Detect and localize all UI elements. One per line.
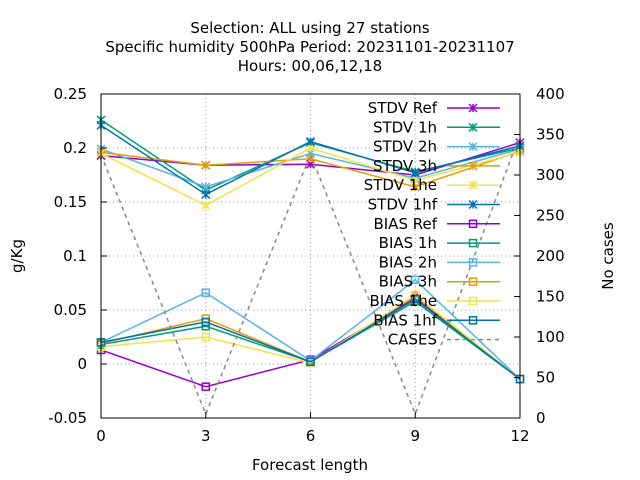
data-point xyxy=(201,189,211,199)
legend-marker xyxy=(468,199,478,210)
y-axis-label: g/Kg xyxy=(8,239,26,273)
legend-marker xyxy=(468,103,478,113)
data-point xyxy=(201,332,210,342)
legend-marker xyxy=(468,296,478,306)
y-tick-label: 0.1 xyxy=(63,247,87,265)
title-line-2: Hours: 00,06,12,18 xyxy=(238,57,382,75)
title-line-1: Specific humidity 500hPa Period: 2023110… xyxy=(105,38,514,56)
y-tick-label: -0.05 xyxy=(48,409,87,427)
legend-label: BIAS 2h xyxy=(379,253,437,271)
title-line-0: Selection: ALL using 27 stations xyxy=(190,19,429,37)
series-11 xyxy=(96,294,525,384)
y-tick-label: 0 xyxy=(77,355,87,373)
legend-marker xyxy=(468,258,478,267)
legend-marker xyxy=(468,238,478,248)
legend-marker xyxy=(468,277,478,286)
y2-tick-label: 400 xyxy=(536,85,565,103)
y-tick-label: 0.2 xyxy=(63,139,87,157)
legend-label: STDV 1h xyxy=(373,118,437,136)
y2-tick-label: 300 xyxy=(536,166,565,184)
series-line xyxy=(100,293,521,380)
x-axis-label: Forecast length xyxy=(252,456,368,474)
data-point xyxy=(305,136,316,147)
x-tick-label: 9 xyxy=(410,427,420,445)
legend-marker xyxy=(468,122,478,132)
axis-ticks: -0.05 0 0.05 0.1 0.15 0.2 0.25 0 3 6 9 12 0 50 100 150 2… xyxy=(48,85,564,445)
y2-tick-label: 100 xyxy=(536,328,565,346)
legend-label: CASES xyxy=(388,331,437,349)
legend-label: BIAS Ref xyxy=(373,215,437,233)
x-tick-label: 6 xyxy=(306,427,316,445)
y2-tick-label: 350 xyxy=(536,126,565,144)
data-point xyxy=(201,182,211,192)
data-point xyxy=(410,175,420,185)
chart-title: Selection: ALL using 27 stationsSpecific… xyxy=(105,19,514,75)
x-tick-label: 0 xyxy=(96,427,106,445)
legend-label: BIAS 1he xyxy=(369,292,437,310)
data-point xyxy=(411,294,420,304)
data-point xyxy=(410,168,420,178)
legend-label: STDV 1hf xyxy=(368,196,438,214)
legend-marker xyxy=(468,161,478,171)
y2-tick-label: 200 xyxy=(536,247,565,265)
series-lines xyxy=(96,115,525,417)
legend-label: STDV 1he xyxy=(364,176,437,194)
y-tick-label: 0.25 xyxy=(54,85,87,103)
y2-tick-label: 0 xyxy=(536,409,546,427)
data-point xyxy=(201,160,211,170)
data-point xyxy=(201,382,210,391)
data-point xyxy=(201,317,210,327)
legend-label: STDV Ref xyxy=(368,99,438,117)
data-point xyxy=(201,288,210,297)
legend-marker xyxy=(468,316,478,325)
series-line xyxy=(100,278,521,380)
y-tick-label: 0.15 xyxy=(54,193,87,211)
legend-label: STDV 3h xyxy=(373,157,437,175)
y2-tick-label: 50 xyxy=(536,369,555,387)
legend-label: STDV 2h xyxy=(373,138,437,156)
legend-marker xyxy=(468,180,478,190)
x-tick-label: 3 xyxy=(201,427,211,445)
legend-label: BIAS 3h xyxy=(379,273,437,291)
x-tick-label: 12 xyxy=(510,427,529,445)
y2-tick-label: 250 xyxy=(536,207,565,225)
y-tick-label: 0.05 xyxy=(54,301,87,319)
data-point xyxy=(306,357,315,367)
series-4 xyxy=(96,143,525,210)
legend-marker xyxy=(468,142,478,152)
data-point xyxy=(201,200,211,210)
data-point xyxy=(411,275,420,285)
y2-tick-label: 150 xyxy=(536,288,565,306)
y2-axis-label: No cases xyxy=(599,222,617,290)
legend-label: BIAS 1h xyxy=(379,234,437,252)
legend-marker xyxy=(468,219,478,229)
legend-label: BIAS 1hf xyxy=(373,311,437,329)
